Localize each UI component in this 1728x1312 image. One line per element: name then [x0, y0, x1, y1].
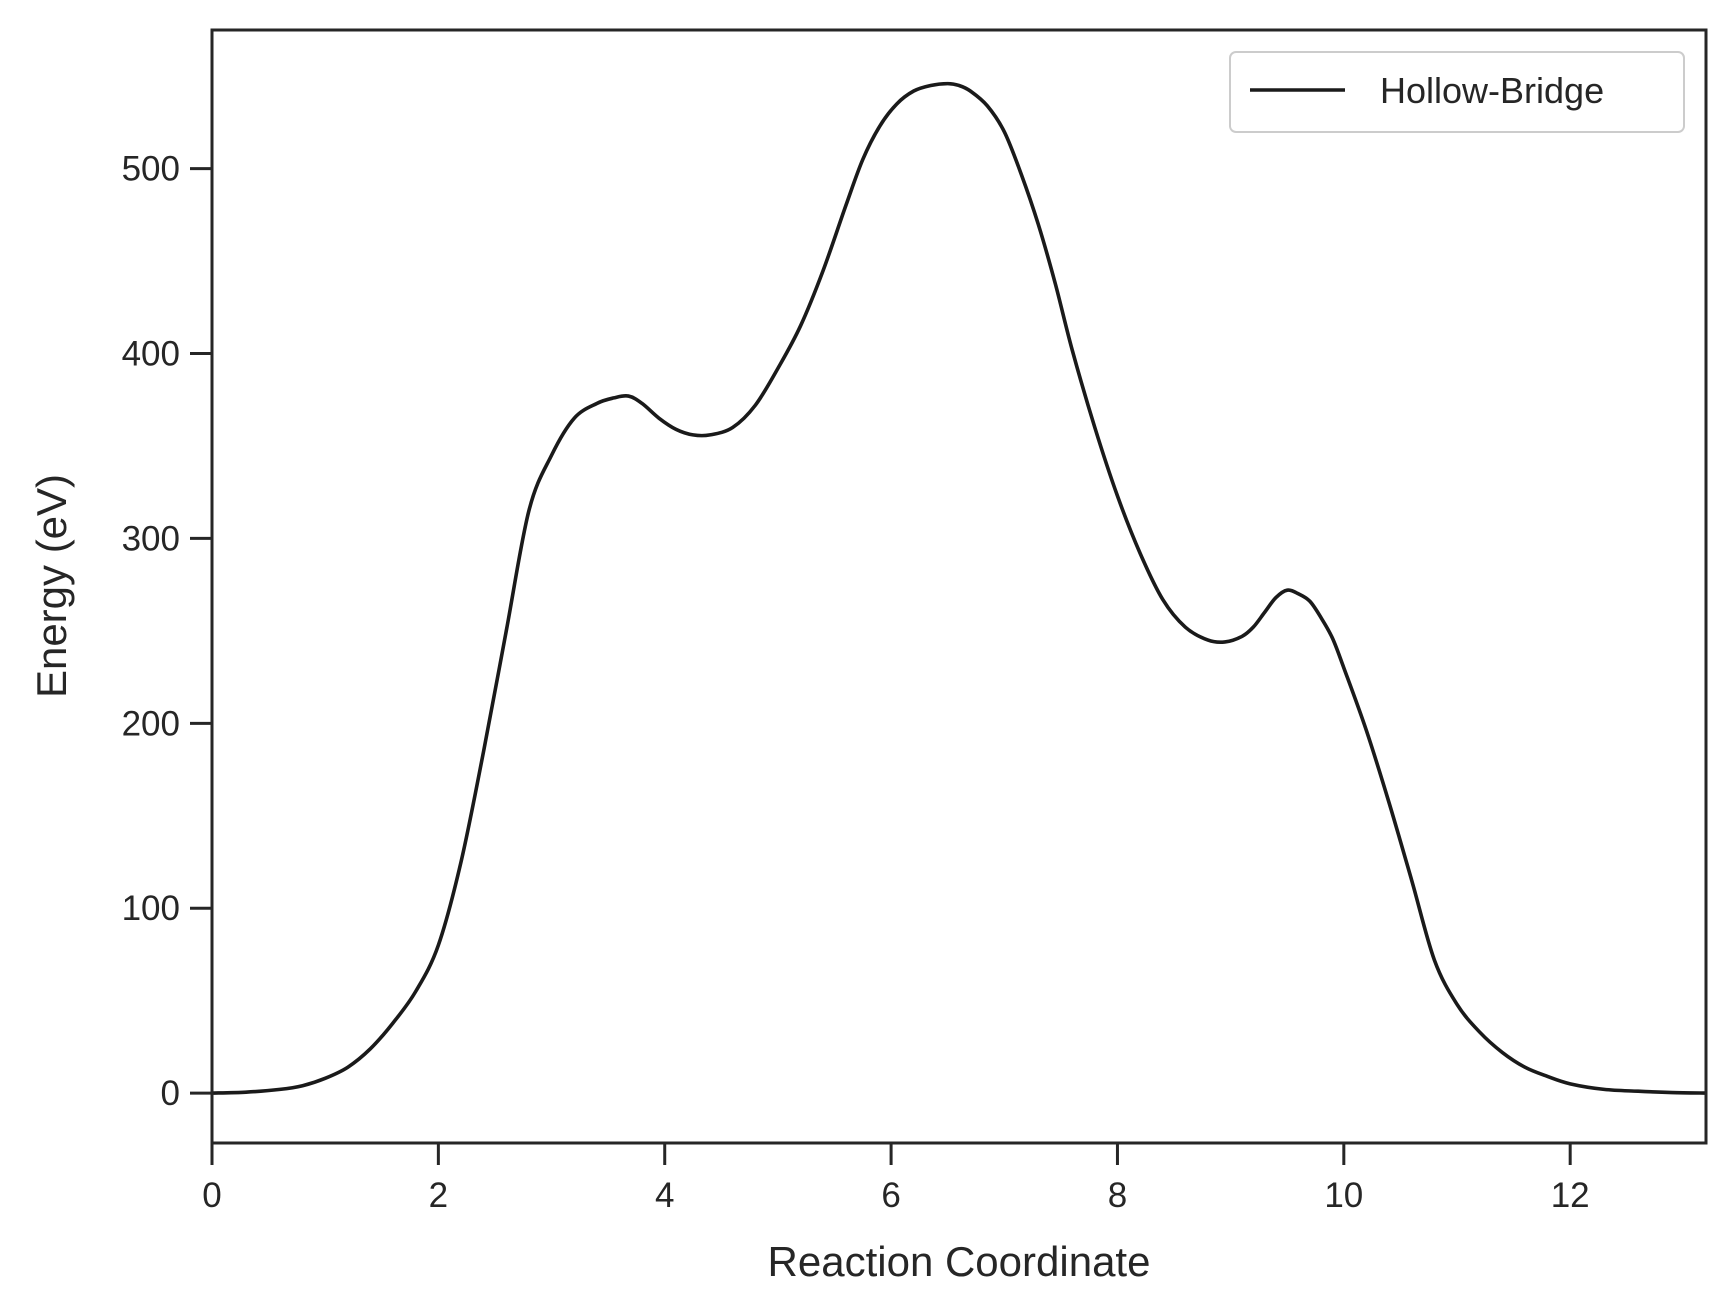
x-tick-label: 10 — [1324, 1176, 1363, 1215]
y-axis-label: Energy (eV) — [28, 474, 75, 698]
series-line-hollow-bridge — [211, 81, 1707, 1095]
y-tick-label: 0 — [161, 1074, 180, 1113]
plot-frame — [210, 28, 1708, 1145]
x-tick-label: 4 — [655, 1176, 674, 1215]
x-axis-label: Reaction Coordinate — [768, 1238, 1151, 1285]
y-tick-label: 100 — [122, 889, 180, 928]
legend: Hollow-Bridge — [1229, 51, 1685, 133]
legend-box — [1229, 51, 1685, 133]
y-axis-ticks: 0 100 200 300 400 500 — [122, 150, 212, 1113]
y-tick-label: 300 — [122, 519, 180, 558]
x-axis-ticks: 0 2 4 6 8 10 12 — [202, 1143, 1590, 1215]
x-tick-label: 0 — [202, 1176, 221, 1215]
y-tick-label: 400 — [122, 335, 180, 374]
y-tick-label: 200 — [122, 704, 180, 743]
x-tick-label: 12 — [1551, 1176, 1590, 1215]
x-tick-label: 2 — [429, 1176, 448, 1215]
x-tick-label: 6 — [881, 1176, 900, 1215]
y-tick-label: 500 — [122, 150, 180, 189]
x-tick-label: 8 — [1108, 1176, 1127, 1215]
legend-label: Hollow-Bridge — [1380, 70, 1604, 111]
